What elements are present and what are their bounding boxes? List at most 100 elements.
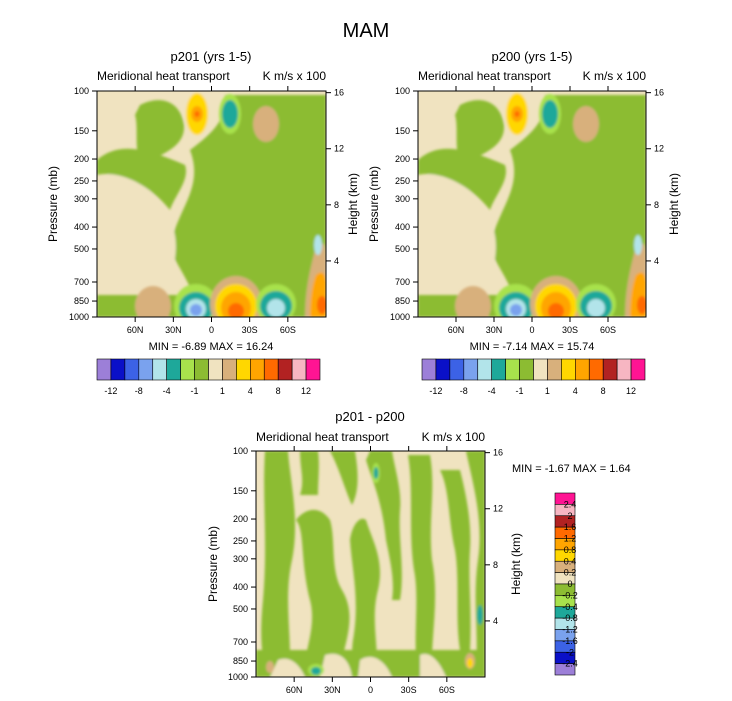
- x-tick-label: 30N: [165, 325, 182, 335]
- contour-region: [228, 303, 244, 317]
- contour-region: [514, 111, 520, 117]
- y-right-tick-label: 4: [493, 616, 498, 626]
- colorbar-swatch: [449, 358, 465, 381]
- colorbar-swatch: [291, 358, 307, 381]
- colorbar-swatch: [138, 358, 154, 381]
- colorbar-label: 8: [601, 386, 606, 396]
- contour-region: [194, 111, 200, 117]
- colorbar-label: 8: [276, 386, 281, 396]
- y-tick-label: 150: [74, 126, 89, 136]
- y-tick-label: 850: [74, 296, 89, 306]
- panel-subtitle: Meridional heat transport: [418, 69, 551, 83]
- y-tick-label: 200: [395, 154, 410, 164]
- contour-region: [317, 296, 326, 314]
- y-tick-label: 1000: [69, 312, 89, 322]
- y-tick-label: 100: [233, 446, 248, 456]
- colorbar-label: 0.8: [564, 545, 577, 555]
- colorbar-swatch: [602, 358, 618, 381]
- colorbar-swatch: [263, 358, 279, 381]
- colorbar-swatch: [236, 358, 251, 381]
- colorbar-swatch: [491, 358, 506, 381]
- colorbar-label: 1: [220, 386, 225, 396]
- colorbar-label: -1.2: [562, 625, 578, 635]
- contour-region: [245, 120, 326, 317]
- colorbar-swatch: [547, 358, 562, 381]
- colorbar-label: -4: [488, 386, 496, 396]
- panel-p201: p201 (yrs 1-5) Meridional heat transport…: [46, 49, 360, 396]
- y-tick-label: 400: [395, 222, 410, 232]
- colorbar-label: -0.2: [562, 590, 578, 600]
- y-axis-right: 16 12 8 4: [326, 88, 344, 266]
- y-axis: 100 150 200 250 300 400 500 700 850 1000: [69, 86, 97, 322]
- x-tick-label: 30N: [486, 325, 503, 335]
- colorbar-label: 12: [626, 386, 636, 396]
- y-tick-label: 1000: [228, 672, 248, 682]
- colorbar-swatch: [250, 358, 265, 381]
- colorbar-swatch: [110, 358, 126, 381]
- contour-region: [573, 106, 599, 142]
- y-right-tick-label: 4: [654, 256, 659, 266]
- contour-region: [135, 100, 185, 162]
- contour-region: [418, 148, 507, 210]
- colorbar-label: 1.6: [564, 522, 577, 532]
- colorbar-label: -2.4: [562, 659, 578, 669]
- colorbar-label: -0.4: [562, 602, 578, 612]
- colorbar-swatch: [194, 358, 209, 381]
- contour-region: [270, 658, 305, 677]
- contour-region: [634, 235, 642, 255]
- colorbar-label: -1: [191, 386, 199, 396]
- y-tick-label: 200: [233, 514, 248, 524]
- contour-field: [418, 91, 646, 317]
- x-axis: 60N 30N 0 30S 60S: [127, 86, 296, 335]
- y-right-tick-label: 8: [654, 200, 659, 210]
- colorbar-swatch: [561, 358, 576, 381]
- colorbar-swatch: [124, 358, 140, 381]
- contour-region: [261, 451, 296, 677]
- colorbar-swatch: [96, 358, 112, 381]
- figure-title: MAM: [343, 20, 390, 42]
- panel-title: p200 (yrs 1-5): [492, 49, 573, 64]
- contour-region: [510, 304, 522, 316]
- y-right-tick-label: 12: [654, 144, 664, 154]
- colorbar-label: 4: [573, 386, 578, 396]
- panel-units: K m/s x 100: [583, 69, 647, 83]
- contour-region: [548, 303, 564, 317]
- contour-region: [637, 296, 646, 314]
- y-axis: 100 150 200 250 300 400 500 700 850 1000: [228, 446, 256, 682]
- min-max-stats: MIN = -1.67 MAX = 1.64: [512, 463, 631, 475]
- x-tick-label: 30S: [242, 325, 258, 335]
- y-axis-label: Pressure (mb): [206, 526, 220, 602]
- y-tick-label: 850: [233, 656, 248, 666]
- y-axis-right: 16 12 8 4: [485, 448, 503, 626]
- contour-region: [135, 286, 171, 317]
- contour-region: [408, 455, 436, 677]
- x-axis: 60N 30N 0 30S 60S: [448, 86, 616, 335]
- colorbar-swatch: [477, 358, 492, 381]
- contour-region: [320, 653, 352, 677]
- panel-subtitle: Meridional heat transport: [256, 430, 389, 444]
- colorbar-label: -8: [460, 386, 468, 396]
- panel-subtitle: Meridional heat transport: [97, 69, 230, 83]
- y-right-tick-label: 16: [493, 448, 503, 458]
- colorbar-label: 12: [301, 386, 311, 396]
- x-tick-label: 60N: [448, 325, 465, 335]
- colorbar-label: -12: [429, 386, 442, 396]
- contour-region: [253, 106, 279, 142]
- x-tick-label: 30N: [324, 685, 341, 695]
- colorbar-swatch: [421, 358, 437, 381]
- contour-region: [266, 661, 274, 673]
- y-tick-label: 300: [233, 554, 248, 564]
- y-tick-label: 200: [74, 154, 89, 164]
- contour-region: [97, 165, 176, 275]
- y-axis-right: 16 12 8 4: [646, 88, 664, 266]
- y-tick-label: 250: [233, 536, 248, 546]
- panel-title: p201 - p200: [335, 409, 404, 424]
- colorbar-swatch: [533, 358, 548, 381]
- contour-region: [358, 656, 392, 677]
- contour-region: [467, 658, 473, 668]
- contour-region: [267, 299, 285, 317]
- contour-region: [477, 605, 483, 625]
- min-max-stats: MIN = -6.89 MAX = 16.24: [149, 341, 274, 353]
- colorbar-label: 0.4: [564, 556, 577, 566]
- colorbar: 2.4 21.6 1.20.80.4 0.20-0.2 -0.4-0.8 -1.2-1.6…: [554, 492, 578, 676]
